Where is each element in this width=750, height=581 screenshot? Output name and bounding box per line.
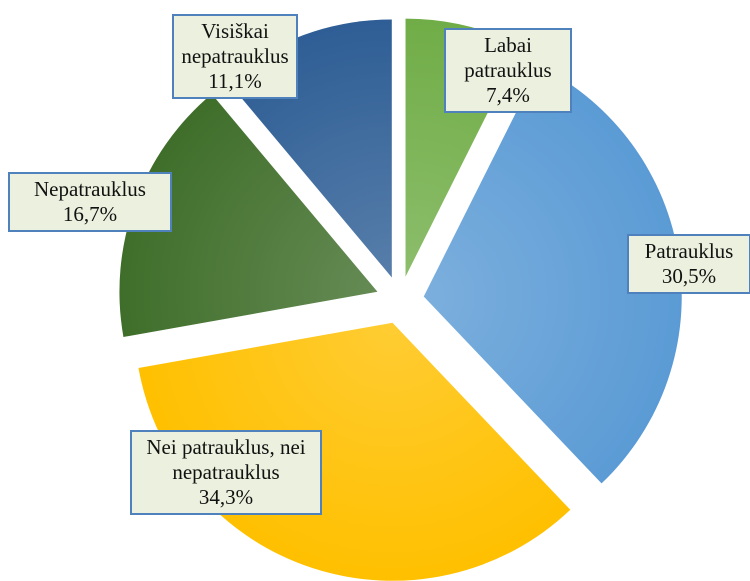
pie-slice (119, 94, 378, 337)
value-label: 16,7% (62, 202, 118, 226)
data-label: Patrauklus 30,5% (627, 234, 750, 294)
category-label: Nepatrauklus (34, 177, 146, 201)
value-label: 30,5% (661, 264, 717, 288)
category-label: Nei patrauklus, nei nepatrauklus (146, 435, 306, 484)
value-label: 34,3% (198, 485, 254, 509)
data-label: Nepatrauklus 16,7% (8, 172, 172, 232)
data-label: Labai patrauklus 7,4% (444, 28, 572, 113)
category-label: Visiškai nepatrauklus (181, 19, 289, 68)
value-label: 11,1% (208, 69, 262, 93)
value-label: 7,4% (486, 83, 530, 107)
data-label: Visiškai nepatrauklus 11,1% (172, 14, 298, 99)
pie-slice (138, 322, 571, 581)
category-label: Patrauklus (644, 239, 734, 263)
category-label: Labai patrauklus (464, 33, 552, 82)
pie-slice (423, 65, 682, 484)
data-label: Nei patrauklus, nei nepatrauklus 34,3% (130, 430, 322, 515)
